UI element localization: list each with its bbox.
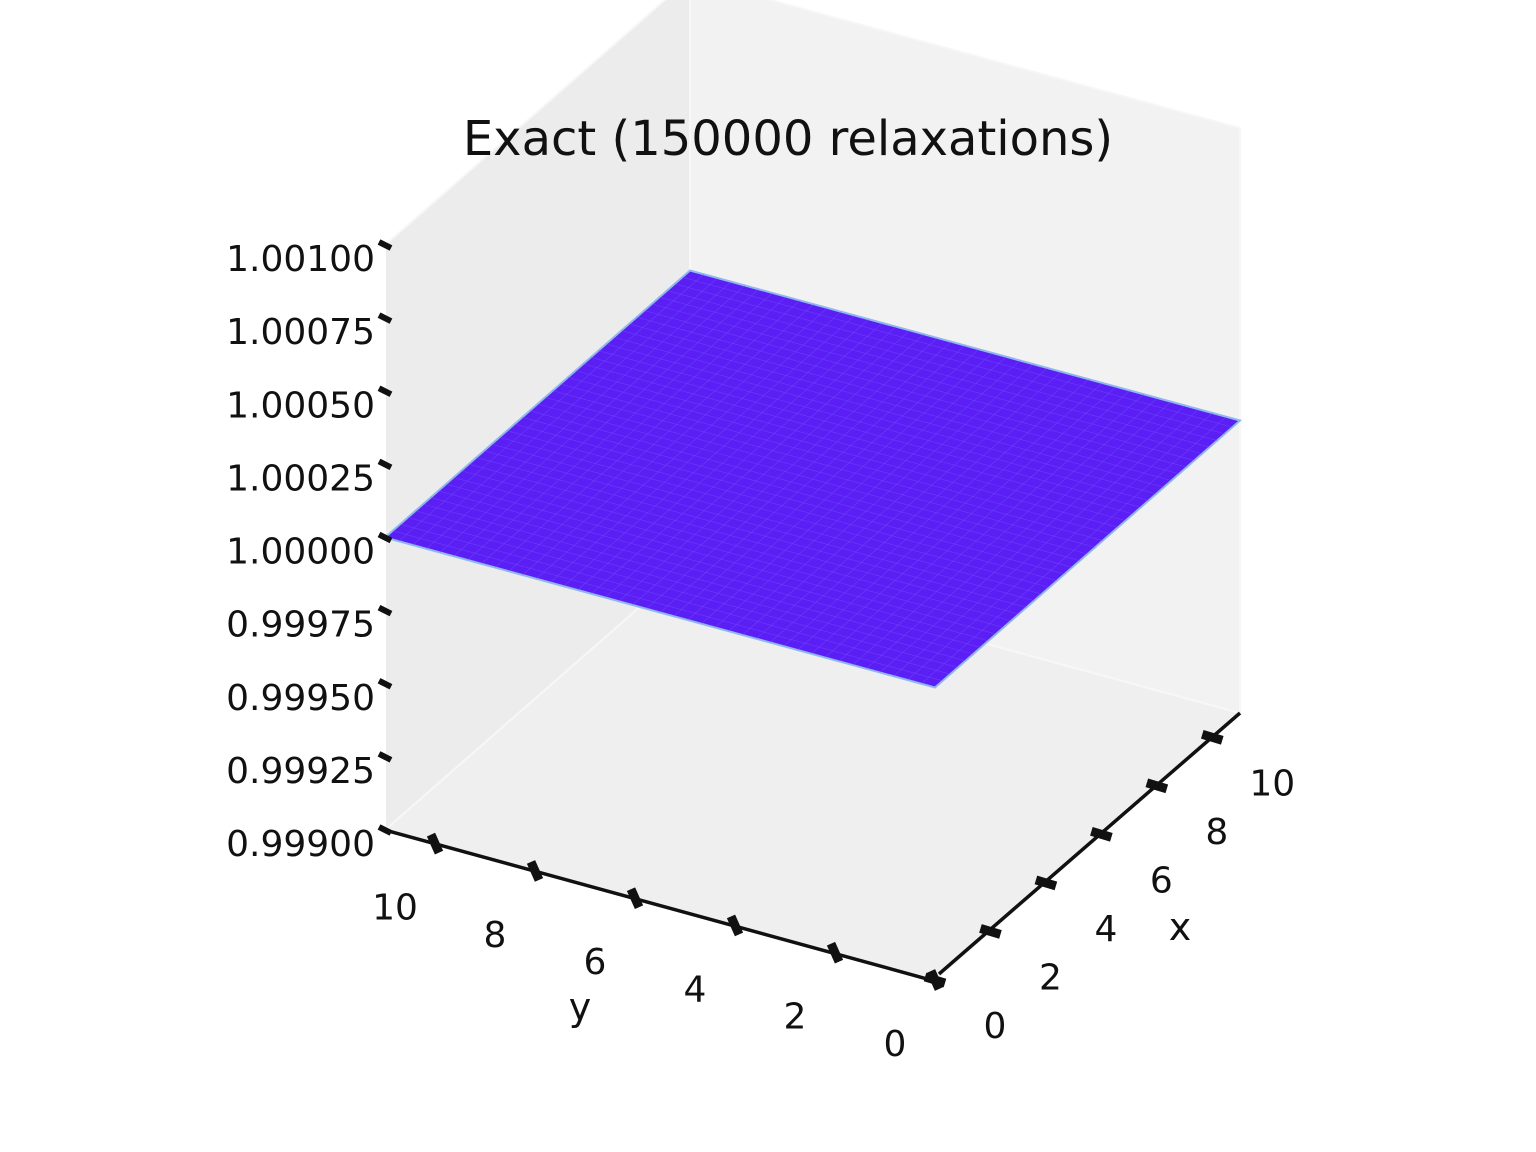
surface-mesh-line bbox=[583, 363, 1134, 515]
surface-mesh-line bbox=[606, 343, 1157, 495]
surface-mesh-line bbox=[651, 303, 1202, 455]
x-tick-label: 2 bbox=[1039, 957, 1062, 998]
surface-mesh-line bbox=[560, 383, 1111, 535]
surface-mesh-line bbox=[577, 322, 883, 591]
z-tick-label: 1.00075 bbox=[226, 312, 375, 353]
surface-mesh-line bbox=[522, 307, 828, 576]
z-tick-mark bbox=[377, 458, 393, 471]
z-tick-mark bbox=[377, 678, 393, 690]
surface-mesh-line bbox=[439, 285, 746, 553]
z-tick-mark bbox=[377, 239, 393, 251]
surface-mesh-line bbox=[659, 296, 1210, 448]
surface-mesh-line bbox=[494, 300, 801, 568]
x-tick-mark bbox=[1145, 778, 1169, 794]
surface-plot bbox=[382, 269, 1243, 689]
surface-mesh-line bbox=[508, 304, 814, 572]
surface-mesh-line bbox=[644, 310, 1195, 461]
x-tick-label: 4 bbox=[1094, 909, 1117, 950]
surface-mesh-line bbox=[426, 281, 732, 549]
surface-mesh-line bbox=[536, 311, 842, 579]
surface-mesh-line bbox=[545, 397, 1096, 548]
chart-title: Exact (150000 relaxations) bbox=[463, 111, 1113, 167]
y-tick-mark bbox=[926, 969, 944, 991]
x-tick-label: 10 bbox=[1249, 763, 1295, 804]
z-tick-label: 0.99900 bbox=[226, 824, 375, 865]
y-axis-label: y bbox=[569, 985, 592, 1029]
x-tick-mark bbox=[1200, 729, 1224, 745]
surface-mesh-line bbox=[453, 289, 759, 557]
surface-mesh-line bbox=[646, 341, 952, 609]
x-axis-label: x bbox=[1169, 905, 1192, 949]
surface-mesh-line bbox=[618, 334, 924, 602]
z-tick-label: 1.00025 bbox=[226, 458, 375, 499]
x-tick-label: 8 bbox=[1205, 812, 1228, 853]
tick-labels: 024681002468100.999000.999250.999500.999… bbox=[222, 235, 1299, 1069]
surface-mesh-line bbox=[549, 315, 856, 583]
z-tick-label: 1.00100 bbox=[226, 239, 375, 280]
z-tick-mark bbox=[377, 604, 393, 617]
y-tick-label: 0 bbox=[884, 1024, 907, 1065]
surface-mesh-line bbox=[467, 292, 773, 561]
z-tick-label: 1.00000 bbox=[226, 532, 375, 573]
y-tick-mark bbox=[426, 832, 444, 855]
y-tick-label: 2 bbox=[784, 997, 807, 1038]
z-tick-mark bbox=[377, 312, 393, 324]
y-tick-label: 10 bbox=[372, 888, 418, 929]
surface-mesh-line bbox=[628, 323, 1180, 475]
surface-mesh-line bbox=[621, 330, 1172, 481]
x-tick-label: 0 bbox=[984, 1006, 1007, 1047]
x-tick-mark bbox=[1034, 875, 1058, 891]
z-tick-label: 0.99925 bbox=[226, 751, 375, 792]
x-tick-mark bbox=[979, 924, 1002, 939]
surface-mesh-line bbox=[563, 319, 869, 587]
x-tick-mark bbox=[1090, 827, 1113, 842]
y-tick-mark bbox=[626, 887, 644, 910]
z-tick-mark bbox=[377, 531, 393, 544]
z-tick-label: 0.99950 bbox=[226, 678, 375, 719]
surface-mesh-line bbox=[481, 296, 787, 564]
surface-mesh-line bbox=[552, 390, 1103, 541]
surface-mesh-line bbox=[575, 370, 1126, 521]
surface-mesh-line bbox=[398, 274, 704, 542]
surface-mesh-line bbox=[567, 377, 1119, 528]
surface-mesh-line bbox=[674, 283, 1225, 435]
surface-mesh-line bbox=[604, 330, 911, 598]
y-tick-label: 6 bbox=[584, 942, 607, 983]
z-tick-label: 0.99975 bbox=[226, 605, 375, 646]
z-tick-label: 1.00050 bbox=[226, 385, 375, 426]
y-tick-label: 8 bbox=[484, 915, 507, 956]
surface-mesh-line bbox=[412, 277, 718, 546]
surface-mesh-line bbox=[636, 316, 1187, 468]
y-tick-mark bbox=[526, 860, 544, 882]
surface-mesh-line bbox=[613, 336, 1164, 488]
surface-mesh-line bbox=[682, 276, 1233, 428]
z-tick-mark bbox=[377, 751, 393, 763]
y-tick-mark bbox=[826, 941, 844, 964]
y-tick-mark bbox=[726, 914, 744, 937]
surface-mesh-line bbox=[591, 326, 897, 594]
surface-mesh-line bbox=[667, 290, 1218, 441]
surface-mesh-line bbox=[598, 350, 1149, 501]
z-tick-mark bbox=[377, 824, 393, 836]
x-tick-label: 6 bbox=[1150, 860, 1173, 901]
z-tick-mark bbox=[377, 385, 393, 397]
surface-mesh-line bbox=[632, 337, 938, 606]
surface-mesh-line bbox=[590, 356, 1141, 508]
surface-mesh-line bbox=[659, 345, 966, 613]
y-tick-label: 4 bbox=[684, 969, 707, 1010]
